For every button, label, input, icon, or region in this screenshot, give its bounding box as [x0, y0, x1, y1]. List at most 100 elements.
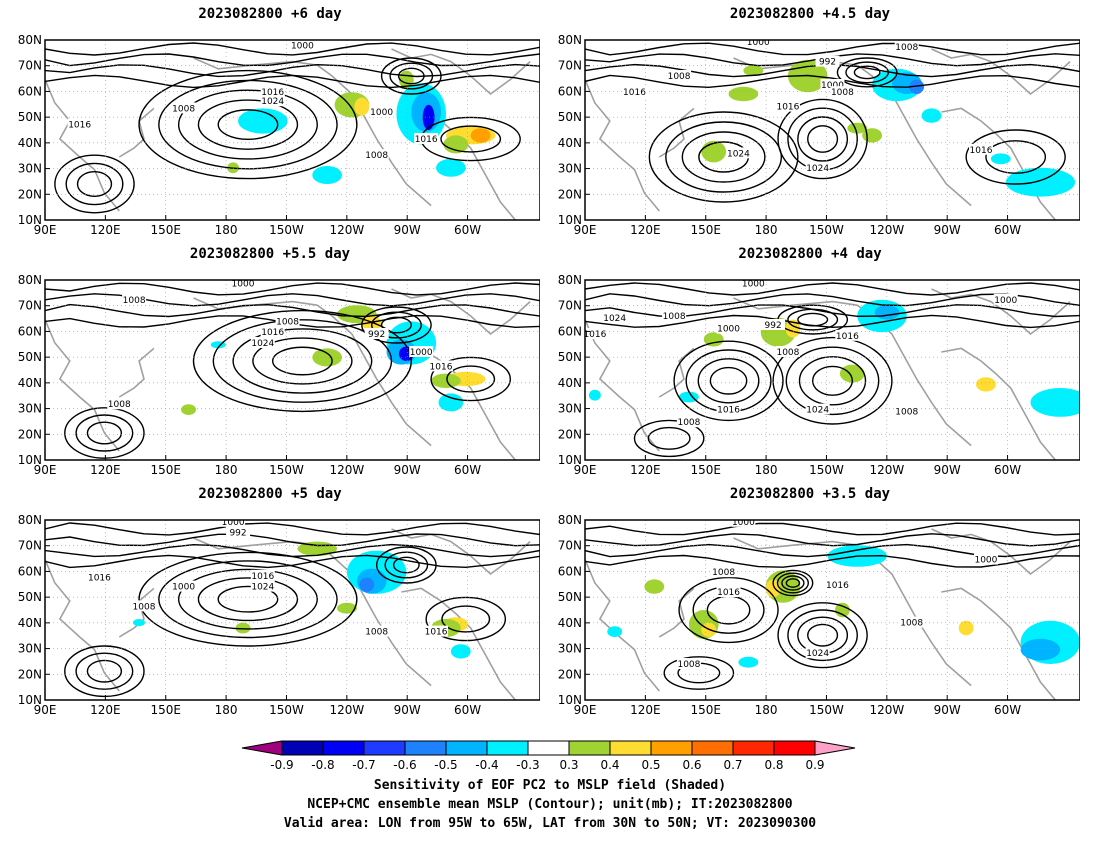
contour-label-bg	[364, 328, 389, 339]
lat-tick-label: 60N	[18, 84, 42, 98]
isobar-contour	[64, 645, 145, 698]
isobar-contour	[777, 98, 868, 180]
map-graphic: 1000 1024 1008 1016 1000 992 1008 1016 1000 1016 1…	[558, 273, 1080, 477]
colorbar-swatch	[773, 740, 816, 756]
coastline	[479, 405, 516, 460]
contour-label: 1008	[365, 151, 388, 161]
sensitivity-shading	[703, 332, 724, 347]
isobar-contour	[86, 659, 123, 683]
coastline	[316, 544, 432, 687]
lat-tick-label: 10N	[558, 453, 582, 467]
isobar-contour	[197, 577, 299, 622]
colorbar-swatch	[445, 740, 488, 756]
colorbar-swatch	[486, 740, 529, 756]
isobar-contour	[86, 421, 123, 445]
isobar-contour	[585, 74, 1080, 89]
contour-label-bg	[711, 566, 736, 578]
coastline	[931, 528, 1071, 576]
contour-label-bg	[716, 586, 741, 597]
contour-label: 1016	[970, 146, 993, 156]
isobar-contour	[709, 366, 748, 395]
sensitivity-shading	[354, 97, 370, 116]
isobar-contour	[585, 42, 1080, 56]
lon-tick-label: 120W	[869, 463, 904, 477]
lon-tick-label: 120E	[630, 703, 661, 717]
lon-tick-label: 150W	[269, 703, 304, 717]
contour-label: 1008	[276, 317, 299, 327]
lon-tick-label: 120E	[630, 463, 661, 477]
coastline	[391, 288, 531, 336]
isobar-contour	[392, 556, 420, 574]
contour-label-bg	[662, 310, 687, 321]
sensitivity-shading	[834, 602, 850, 618]
lat-tick-label: 80N	[558, 273, 582, 287]
lat-tick-label: 20N	[18, 427, 42, 441]
map-frame	[44, 519, 540, 701]
contour-label: 1016	[261, 328, 284, 338]
sensitivity-shading	[312, 348, 342, 367]
colorbar-tick-label: 0.4	[600, 758, 619, 770]
contour-label: 992	[368, 330, 385, 340]
sensitivity-shading	[847, 122, 868, 134]
coastline	[941, 107, 1022, 167]
lon-tick-label: 150W	[269, 463, 304, 477]
contour-label: 1016	[717, 588, 740, 598]
isobar-contour	[585, 314, 1080, 329]
isobar-contour	[772, 569, 814, 597]
contour-label: 1016	[88, 574, 111, 584]
lat-tick-label: 80N	[558, 513, 582, 527]
contour-label: 1008	[365, 628, 388, 638]
lat-tick-label: 60N	[558, 324, 582, 338]
contour-label: 1016	[425, 628, 448, 638]
lon-tick-label: 180	[215, 223, 238, 237]
lat-tick-label: 10N	[18, 213, 42, 227]
contour-label-bg	[409, 346, 434, 357]
panel-title: 2023082800 +5.5 day	[189, 246, 351, 262]
lon-tick-label: 120W	[329, 703, 364, 717]
contour-label: 1000	[222, 518, 245, 528]
contour-label: 992	[819, 58, 836, 68]
contour-label: 1000	[821, 81, 844, 91]
sensitivity-shading	[438, 393, 464, 412]
lat-tick-label: 40N	[18, 616, 42, 630]
isobar-contour	[138, 551, 358, 647]
colorbar-tick-label: -0.9	[270, 758, 293, 770]
isobar-contour	[430, 356, 512, 402]
isobar-contour	[787, 609, 858, 662]
contour-label-bg	[67, 118, 92, 130]
lat-tick-label: 10N	[558, 213, 582, 227]
lon-tick-label: 90E	[34, 223, 57, 237]
isobar-contour	[647, 426, 691, 450]
contour-label-bg	[369, 106, 394, 117]
sensitivity-shading	[235, 622, 251, 634]
contour-label-bg	[585, 328, 607, 339]
lat-tick-label: 60N	[18, 324, 42, 338]
sensitivity-shading	[450, 644, 471, 659]
lon-tick-label: 120E	[90, 463, 121, 477]
sensitivity-shading	[765, 579, 781, 598]
contour-label: 1000	[291, 41, 314, 51]
contour-label-bg	[260, 95, 285, 107]
sensitivity-shading	[1005, 167, 1076, 197]
contour-label-bg	[731, 520, 756, 527]
sensitivity-shading	[679, 391, 699, 403]
contour-label: 992	[229, 529, 246, 539]
isobar-contour	[197, 99, 299, 150]
contour-label: 1016	[776, 103, 799, 113]
contour-label: 1008	[831, 88, 854, 98]
coastline	[941, 347, 1022, 407]
lon-tick-label: 120E	[90, 223, 121, 237]
isobar-contour	[217, 109, 279, 141]
lon-tick-label: 90W	[934, 223, 961, 237]
coastline	[45, 79, 120, 212]
isobar-contour	[361, 306, 432, 344]
contour-label-bg	[231, 280, 255, 289]
isobar-contour	[232, 328, 373, 394]
lat-tick-label: 20N	[558, 187, 582, 201]
caption-line-2: NCEP+CMC ensemble mean MSLP (Contour); u…	[307, 797, 793, 812]
contour-label: 1024	[251, 339, 274, 349]
sensitivity-shading	[133, 619, 145, 627]
colorbar: -0.9 -0.8 -0.7 -0.6 -0.5 -0.4 -0.3 0.3 0.4 0.5 0.6…	[240, 738, 860, 772]
panel-title: 2023082800 +5 day	[198, 486, 342, 502]
lat-tick-label: 20N	[558, 427, 582, 441]
